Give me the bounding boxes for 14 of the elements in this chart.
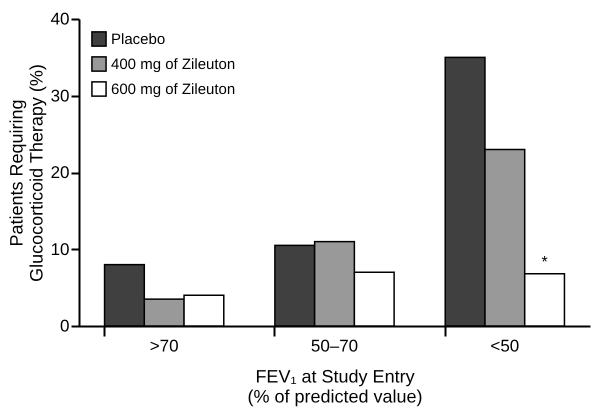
y-tick-label: 0: [60, 316, 70, 336]
x-tick-label: <50: [490, 336, 520, 356]
y-tick-label: 20: [50, 163, 70, 182]
y-axis-title: Patients Requiring Glucocorticoid Therapy (%): [6, 64, 47, 282]
x-tick-label: >70: [150, 336, 179, 356]
y-tick-label: 40: [50, 10, 70, 28]
y-tick-label: 10: [50, 240, 70, 259]
legend-label: 400 mg of Zileuton: [111, 56, 236, 73]
annotation: *: [541, 254, 548, 271]
x-axis-title: FEV₁ at Study Entry (% of predicted value): [247, 366, 423, 406]
legend-label: 600 mg of Zileuton: [111, 81, 236, 98]
x-tick-label: 50–70: [310, 336, 358, 356]
y-tick-label: 30: [50, 86, 70, 106]
legend-label: Placebo: [111, 31, 166, 48]
